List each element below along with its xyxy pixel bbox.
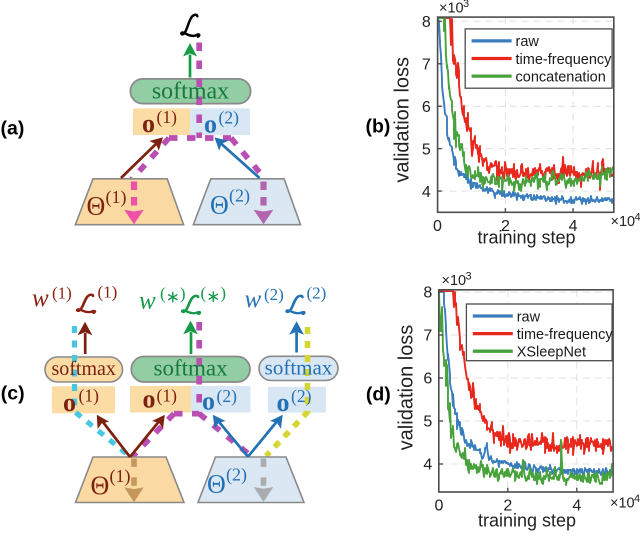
svg-text:(b): (b) [366,116,391,138]
svg-text:8: 8 [423,285,432,302]
svg-text:4: 4 [422,184,431,201]
svg-text:×10: ×10 [442,273,467,289]
svg-text:0: 0 [435,498,444,515]
svg-text:softmax: softmax [51,358,115,380]
svg-text:6: 6 [422,99,431,116]
svg-text:(2): (2) [219,108,240,128]
svg-text:×10: ×10 [610,496,635,512]
svg-text:(2): (2) [217,386,238,406]
svg-text:raw: raw [517,309,541,325]
svg-text:validation loss: validation loss [396,325,418,451]
svg-text:(d): (d) [366,384,391,406]
svg-text:Θ: Θ [210,191,229,220]
svg-text:time-frequency: time-frequency [516,52,613,68]
svg-text:Θ: Θ [87,192,106,221]
svg-text:(1): (1) [157,107,178,127]
svg-text:(a): (a) [1,118,25,140]
svg-text:o: o [143,385,156,414]
svg-text:validation loss: validation loss [391,57,413,183]
svg-text:(2): (2) [226,465,247,486]
svg-text:3: 3 [463,0,469,10]
svg-text:o: o [142,109,155,138]
svg-text:(2): (2) [307,284,327,303]
svg-text:(c): (c) [1,382,25,404]
svg-text:×10: ×10 [439,1,464,17]
svg-text:o: o [63,388,76,417]
svg-text:5: 5 [422,141,431,158]
svg-text:4: 4 [423,457,432,474]
svg-text:(1): (1) [110,466,131,487]
svg-text:raw: raw [516,34,540,50]
svg-text:6: 6 [423,371,432,388]
svg-text:4: 4 [635,212,640,224]
svg-text:4: 4 [634,493,640,505]
svg-text:training step: training step [478,511,576,531]
svg-text:×10: ×10 [611,214,636,230]
svg-text:(1): (1) [98,283,118,302]
svg-text:w: w [32,285,49,312]
svg-text:training step: training step [477,228,575,248]
svg-text:time-frequency: time-frequency [517,327,614,343]
svg-text:7: 7 [423,328,432,345]
svg-text:(1): (1) [157,386,178,406]
svg-text:8: 8 [422,14,431,31]
svg-text:(1): (1) [106,187,127,208]
svg-text:5: 5 [423,414,432,431]
svg-text:o: o [204,110,217,139]
svg-text:o: o [202,387,215,416]
svg-text:(1): (1) [79,386,100,406]
svg-text:XSleepNet: XSleepNet [517,345,586,361]
svg-text:w: w [245,286,262,313]
svg-text:softmax: softmax [154,356,229,381]
svg-text:(2): (2) [291,386,312,406]
svg-text:(2): (2) [264,285,284,304]
svg-text:7: 7 [422,57,431,74]
svg-text:(2): (2) [229,186,250,207]
svg-text:o: o [277,388,290,417]
svg-text:softmax: softmax [265,356,333,380]
svg-text:w: w [139,287,156,314]
svg-text:softmax: softmax [152,79,229,105]
svg-text:Θ: Θ [91,471,110,500]
svg-text:3: 3 [466,271,472,283]
svg-text:0: 0 [433,218,442,235]
svg-text:(1): (1) [52,284,72,303]
svg-text:Θ: Θ [207,470,226,499]
svg-text:concatenation: concatenation [516,69,606,85]
